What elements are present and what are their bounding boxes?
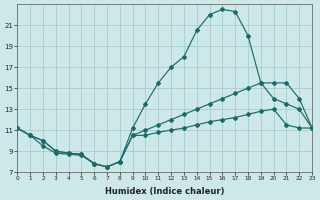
X-axis label: Humidex (Indice chaleur): Humidex (Indice chaleur): [105, 187, 224, 196]
